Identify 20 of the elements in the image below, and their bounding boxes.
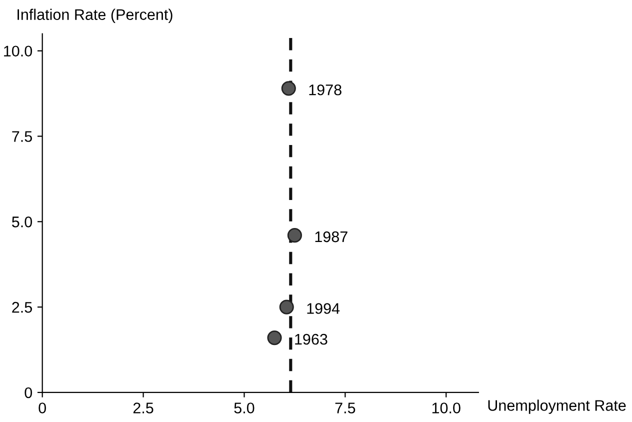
y-tick-label: 5.0 bbox=[12, 216, 32, 228]
annotation: 1963 bbox=[295, 334, 328, 345]
point bbox=[267, 330, 282, 346]
point bbox=[281, 81, 296, 96]
point bbox=[287, 228, 302, 243]
annotation: 1994 bbox=[307, 303, 340, 314]
y-axis-title: Inflation Rate (Percent) bbox=[18, 8, 172, 23]
y-tick-label: 2.5 bbox=[12, 302, 32, 313]
x-tick-label: 7.5 bbox=[335, 402, 356, 414]
y-tick-label: 0 bbox=[24, 387, 32, 398]
annotation: 1987 bbox=[315, 231, 348, 242]
x-tick-label: 0 bbox=[38, 402, 46, 414]
point bbox=[279, 300, 294, 314]
x-axis-title: Unemployment Rate bbox=[488, 400, 626, 414]
y-tick-label: 10.0 bbox=[4, 46, 32, 57]
annotation: 1978 bbox=[309, 84, 342, 96]
x-tick-label: 2.5 bbox=[133, 402, 154, 414]
y-tick-label: 7.5 bbox=[12, 131, 32, 142]
x-tick-label: 10.0 bbox=[432, 402, 460, 414]
x-tick-label: 5.0 bbox=[234, 402, 254, 414]
